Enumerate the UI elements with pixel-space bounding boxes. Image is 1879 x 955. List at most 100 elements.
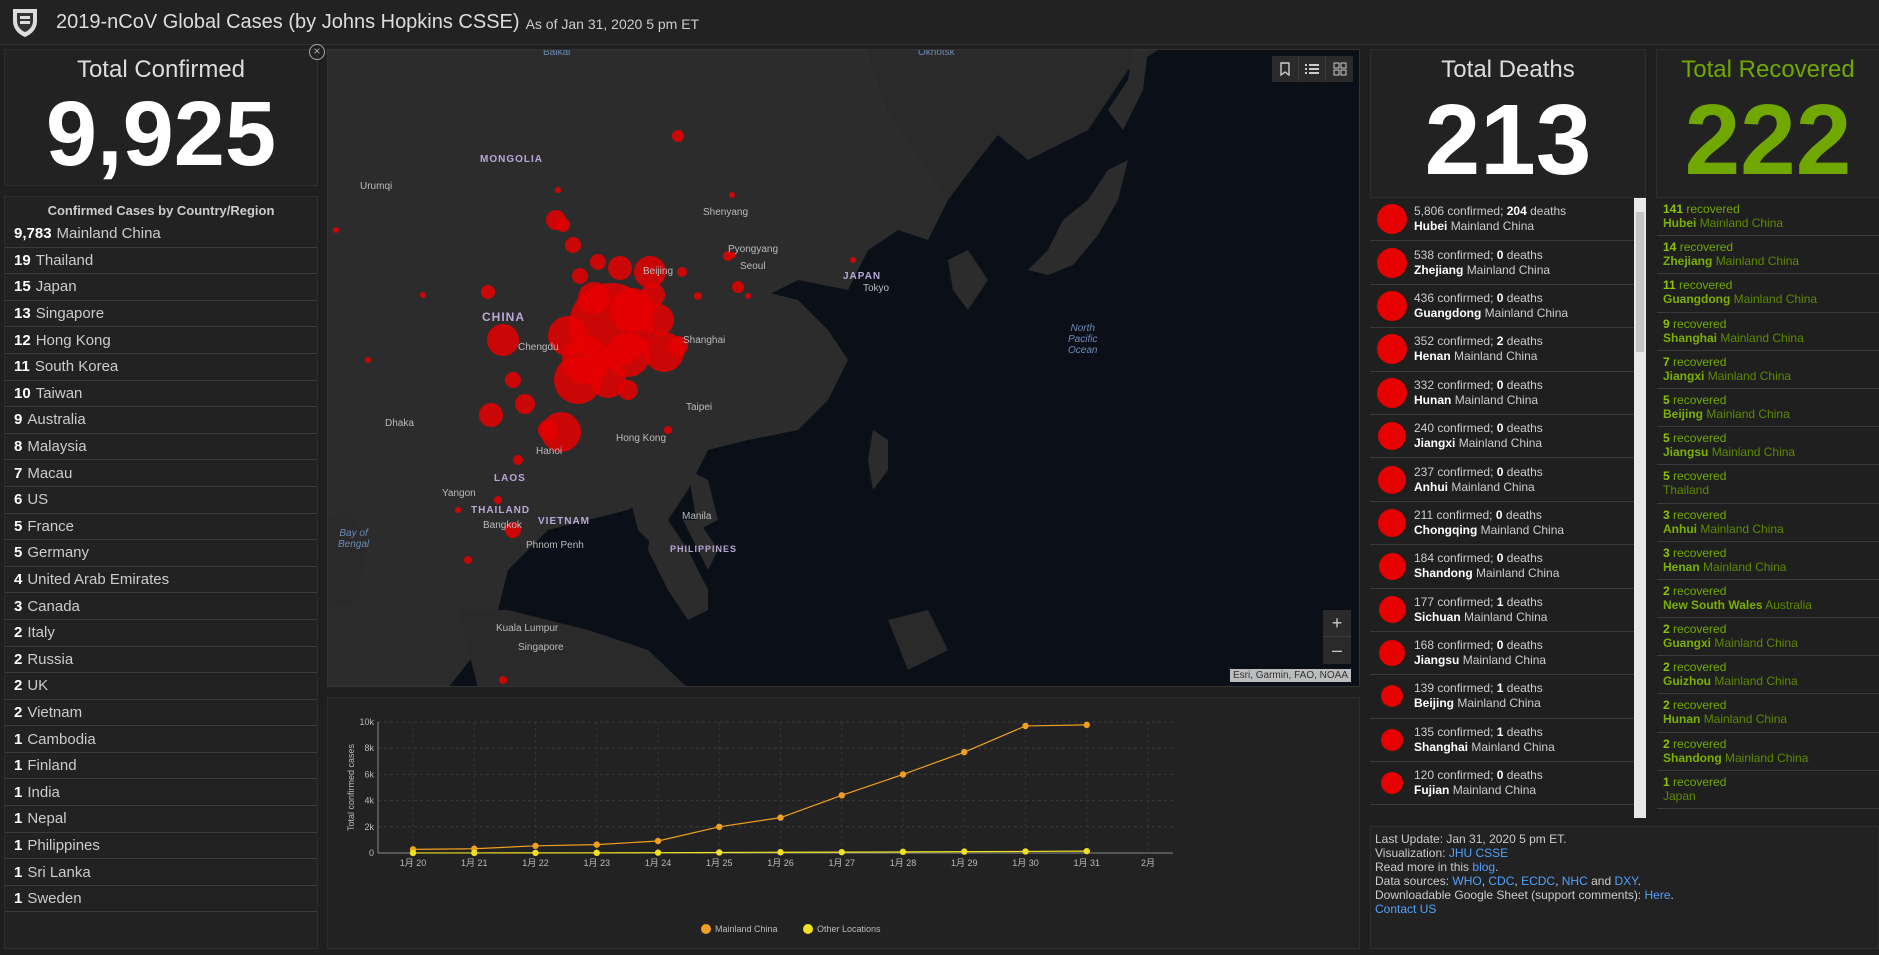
country-row[interactable]: 2 UK xyxy=(5,673,317,700)
death-row[interactable]: 135 confirmed; 1 deaths Shanghai Mainlan… xyxy=(1370,719,1634,763)
case-dot-icon xyxy=(1378,422,1406,451)
death-place: Jiangxi xyxy=(1414,436,1456,451)
bookmark-icon[interactable] xyxy=(1272,56,1299,82)
map-view[interactable]: Baikal Okhotsk MONGOLIA Urumqi CHINA Che… xyxy=(327,49,1360,687)
recovered-row[interactable]: 9 recovered Shanghai Mainland China xyxy=(1657,313,1879,351)
close-icon[interactable]: × xyxy=(309,44,325,60)
country-row[interactable]: 10 Taiwan xyxy=(5,381,317,408)
death-row[interactable]: 139 confirmed; 1 deaths Beijing Mainland… xyxy=(1370,675,1634,719)
country-row[interactable]: 13 Singapore xyxy=(5,301,317,328)
series-line xyxy=(412,724,1087,850)
deaths-list-scrollbar[interactable] xyxy=(1634,198,1646,818)
cdc-link[interactable]: CDC xyxy=(1488,874,1515,888)
nhc-link[interactable]: NHC xyxy=(1561,874,1588,888)
map-label: PHILIPPINES xyxy=(670,544,738,554)
country-row[interactable]: 8 Malaysia xyxy=(5,434,317,461)
death-row[interactable]: 168 confirmed; 0 deaths Jiangsu Mainland… xyxy=(1370,632,1634,676)
death-region: Mainland China xyxy=(1476,566,1560,581)
recovered-row[interactable]: 2 recovered Shandong Mainland China xyxy=(1657,733,1879,771)
death-row[interactable]: 184 confirmed; 0 deaths Shandong Mainlan… xyxy=(1370,545,1634,589)
death-region: Mainland China xyxy=(1452,783,1537,798)
sheet-link[interactable]: Here xyxy=(1644,888,1671,902)
recovered-row[interactable]: 5 recovered Beijing Mainland China xyxy=(1657,389,1879,428)
recovered-row[interactable]: 1 recovered Japan xyxy=(1657,771,1879,809)
country-row[interactable]: 2 Russia xyxy=(5,647,317,674)
recovered-row[interactable]: 3 recovered Henan Mainland China xyxy=(1657,542,1879,580)
death-row[interactable]: 240 confirmed; 0 deaths Jiangxi Mainland… xyxy=(1370,415,1634,459)
recovered-place: Jiangxi xyxy=(1663,368,1705,383)
country-row[interactable]: 1 Philippines xyxy=(5,833,317,860)
legend-list-icon[interactable] xyxy=(1299,56,1326,82)
ecdc-link[interactable]: ECDC xyxy=(1521,874,1556,888)
data-point xyxy=(899,771,907,778)
country-list-title: Confirmed Cases by Country/Region xyxy=(47,203,275,218)
country-row[interactable]: 1 Sri Lanka xyxy=(5,859,317,886)
who-link[interactable]: WHO xyxy=(1452,874,1482,888)
recovered-row[interactable]: 3 recovered Anhui Mainland China xyxy=(1657,504,1879,542)
country-count: 2 xyxy=(14,624,23,642)
recovered-region: Japan xyxy=(1663,788,1696,803)
scrollbar-thumb[interactable] xyxy=(1636,212,1644,352)
death-row[interactable]: 5,806 confirmed; 204 deaths Hubei Mainla… xyxy=(1370,198,1634,242)
country-count: 19 xyxy=(14,251,31,269)
country-row[interactable]: 1 Nepal xyxy=(5,806,317,833)
recovered-count: 11 xyxy=(1663,278,1676,293)
recovered-row[interactable]: 14 recovered Zhejiang Mainland China xyxy=(1657,236,1879,275)
death-row[interactable]: 177 confirmed; 1 deaths Sichuan Mainland… xyxy=(1370,589,1634,632)
recovered-row[interactable]: 5 recovered Jiangsu Mainland China xyxy=(1657,427,1879,466)
death-row[interactable]: 538 confirmed; 0 deaths Zhejiang Mainlan… xyxy=(1370,241,1634,285)
country-row[interactable]: 1 India xyxy=(5,779,317,807)
case-dot-icon xyxy=(1378,596,1406,624)
death-row[interactable]: 211 confirmed; 0 deaths Chongqing Mainla… xyxy=(1370,502,1634,546)
recovered-row[interactable]: 141 recovered Hubei Mainland China xyxy=(1657,198,1879,237)
blog-link[interactable]: blog xyxy=(1472,860,1496,874)
country-row[interactable]: 1 Finland xyxy=(5,753,317,780)
jhu-csse-link[interactable]: JHU CSSE xyxy=(1448,846,1509,860)
country-row[interactable]: 19 Thailand xyxy=(5,248,317,275)
recovered-row[interactable]: 2 recovered Guizhou Mainland China xyxy=(1657,656,1879,695)
data-point xyxy=(777,814,784,821)
recovered-region: Mainland China xyxy=(1714,674,1798,689)
zoom-in-button[interactable]: + xyxy=(1323,610,1351,637)
page-title: 2019-nCoV Global Cases (by Johns Hopkins… xyxy=(56,10,520,33)
recovered-row[interactable]: 2 recovered Hunan Mainland China xyxy=(1657,694,1879,733)
country-row[interactable]: 3 Canada xyxy=(5,593,317,620)
death-row[interactable]: 120 confirmed; 0 deaths Fujian Mainland … xyxy=(1370,762,1634,806)
country-row[interactable]: 2 Vietnam xyxy=(5,700,317,727)
country-row[interactable]: 6 US xyxy=(5,487,317,514)
country-row[interactable]: 1 Cambodia xyxy=(5,726,317,753)
legend-label: Mainland China xyxy=(715,924,778,934)
country-row[interactable]: 15 Japan xyxy=(5,274,317,301)
country-row[interactable]: 9,783 Mainland China xyxy=(5,221,317,248)
recovered-row[interactable]: 5 recovered Thailand xyxy=(1657,465,1879,504)
data-point xyxy=(593,841,600,848)
country-row[interactable]: 4 United Arab Emirates xyxy=(5,567,317,594)
recovered-row[interactable]: 7 recovered Jiangxi Mainland China xyxy=(1657,351,1879,389)
death-row[interactable]: 332 confirmed; 0 deaths Hunan Mainland C… xyxy=(1370,372,1634,415)
country-row[interactable]: 5 Germany xyxy=(5,540,317,567)
recovered-count: 2 xyxy=(1663,583,1670,598)
recovered-row[interactable]: 2 recovered New South Wales Australia xyxy=(1657,580,1879,619)
dxy-link[interactable]: DXY xyxy=(1614,874,1638,888)
x-tick-label: 1月 22 xyxy=(522,858,549,868)
death-row[interactable]: 352 confirmed; 2 deaths Henan Mainland C… xyxy=(1370,328,1634,372)
country-row[interactable]: 2 Italy xyxy=(5,620,317,647)
country-row[interactable]: 7 Macau xyxy=(5,460,317,487)
death-row[interactable]: 436 confirmed; 0 deaths Guangdong Mainla… xyxy=(1370,285,1634,329)
country-name: US xyxy=(27,491,49,509)
country-row[interactable]: 11 South Korea xyxy=(5,354,317,381)
country-row[interactable]: 1 Sweden xyxy=(5,886,317,913)
total-confirmed-label: Total Confirmed xyxy=(76,56,246,83)
recovered-row[interactable]: 11 recovered Guangdong Mainland China xyxy=(1657,274,1879,313)
basemap-gallery-icon[interactable] xyxy=(1326,56,1353,82)
data-point xyxy=(838,848,845,856)
death-row[interactable]: 237 confirmed; 0 deaths Anhui Mainland C… xyxy=(1370,458,1634,502)
country-row[interactable]: 5 France xyxy=(5,514,317,541)
country-row[interactable]: 9 Australia xyxy=(5,407,317,434)
country-name: UK xyxy=(27,677,49,695)
contact-us-link[interactable]: Contact US xyxy=(1375,902,1437,916)
zoom-out-button[interactable]: – xyxy=(1331,640,1342,660)
country-row[interactable]: 12 Hong Kong xyxy=(5,327,317,354)
recovered-row[interactable]: 2 recovered Guangxi Mainland China xyxy=(1657,618,1879,657)
y-tick-label: 6k xyxy=(364,769,374,779)
